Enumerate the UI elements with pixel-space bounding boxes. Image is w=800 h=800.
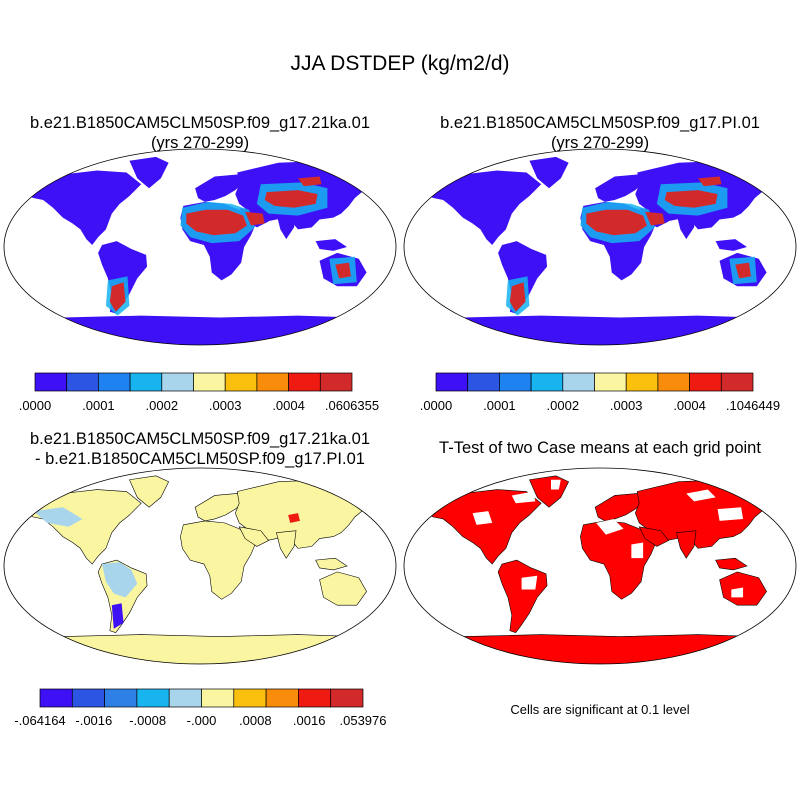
difference-hotspot	[288, 513, 300, 523]
panel-difference-title-line1: b.e21.B1850CAM5CLM50SP.f09_g17.21ka.01	[29, 430, 371, 448]
panel-case2-map	[403, 148, 797, 346]
colorbar-tick-label: .1046449	[726, 398, 780, 413]
colorbar-tick-label: .0008	[239, 713, 272, 728]
colorbar-swatch	[689, 372, 722, 392]
colorbar-tick-label: -.064164	[14, 713, 65, 728]
colorbar-swatch	[193, 372, 226, 392]
colorbar-swatch	[224, 372, 258, 392]
colorbar-swatch	[625, 372, 659, 392]
colorbar-swatch	[201, 688, 235, 708]
significance-note: Cells are significant at 0.1 level	[510, 702, 690, 717]
colorbar-swatch	[319, 372, 353, 392]
colorbar-swatch	[594, 372, 627, 392]
figure-title: JJA DSTDEP (kg/m2/d)	[290, 52, 510, 75]
colorbar-swatch	[288, 372, 321, 392]
colorbar-tick-label: .0002	[547, 398, 580, 413]
colorbar-swatch	[104, 688, 138, 708]
colorbar-tick-label: .0606355	[325, 398, 379, 413]
panel-case2-title-line2: (yrs 270-299)	[550, 134, 650, 152]
panel-difference-map	[3, 467, 397, 665]
difference-negative-americas	[33, 507, 138, 598]
colorbar-tick-label: .0003	[209, 398, 242, 413]
colorbar-case1: .0000 .0001 .0002 .0003 .0004 .0606355	[19, 372, 379, 413]
panel-ttest-title: T-Test of two Case means at each grid po…	[400, 438, 800, 458]
colorbar-tick-label: .0003	[610, 398, 643, 413]
colorbar-swatch	[265, 688, 299, 708]
colorbar-tick-label: .0001	[82, 398, 115, 413]
colorbar-swatch	[34, 372, 68, 392]
colorbar-tick-label: .053976	[340, 713, 387, 728]
panel-case1-title-line1: b.e21.B1850CAM5CLM50SP.f09_g17.21ka.01	[29, 114, 371, 132]
colorbar-tick-label: .0002	[146, 398, 179, 413]
colorbar-tick-label: .0016	[293, 713, 326, 728]
panel-case2-title: b.e21.B1850CAM5CLM50SP.f09_g17.PI.01 (yr…	[400, 113, 800, 153]
colorbar-swatch	[435, 372, 469, 392]
panel-case2-title-line1: b.e21.B1850CAM5CLM50SP.f09_g17.PI.01	[440, 114, 760, 132]
colorbar-tick-label: .0004	[673, 398, 706, 413]
colorbar-swatch	[136, 688, 170, 708]
colorbar-tick-label: .0004	[272, 398, 305, 413]
colorbar-tick-label: -.0016	[75, 713, 112, 728]
panel-ttest-title-line1: T-Test of two Case means at each grid po…	[439, 439, 761, 457]
colorbar-swatch	[129, 372, 163, 392]
colorbar-swatch	[39, 688, 73, 708]
colorbar-swatch	[467, 372, 500, 392]
colorbar-tick-label: -.0008	[129, 713, 166, 728]
panel-case1-title: b.e21.B1850CAM5CLM50SP.f09_g17.21ka.01 (…	[0, 113, 400, 153]
colorbar-swatch	[233, 688, 267, 708]
colorbar-difference: -.064164 -.0016 -.0008 -.000 .0008 .0016 .0539…	[14, 688, 387, 728]
colorbar-swatch	[256, 372, 289, 392]
colorbar-swatch	[168, 688, 202, 708]
colorbar-swatch	[499, 372, 532, 392]
difference-patagonia	[111, 603, 124, 629]
colorbar-swatch	[330, 688, 364, 708]
colorbar-tick-label: .0000	[19, 398, 52, 413]
colorbar-swatch	[66, 372, 99, 392]
panel-ttest-map	[403, 467, 797, 665]
colorbar-swatch	[298, 688, 332, 708]
colorbar-swatch	[71, 688, 105, 708]
panel-case1-map	[3, 148, 397, 346]
panel-case1-title-line2: (yrs 270-299)	[150, 134, 250, 152]
colorbar-case2: .0000 .0001 .0002 .0003 .0004 .1046449	[420, 372, 780, 413]
colorbar-tick-label: .0001	[483, 398, 516, 413]
colorbar-swatch	[562, 372, 595, 392]
colorbar-swatch	[657, 372, 690, 392]
colorbar-tick-label: -.000	[187, 713, 217, 728]
colorbar-swatch	[161, 372, 194, 392]
colorbar-swatch	[98, 372, 131, 392]
colorbar-swatch	[720, 372, 754, 392]
colorbar-tick-label: .0000	[420, 398, 453, 413]
panel-difference-title: b.e21.B1850CAM5CLM50SP.f09_g17.21ka.01 -…	[0, 429, 400, 469]
panel-difference-title-line2: - b.e21.B1850CAM5CLM50SP.f09_g17.PI.01	[35, 450, 365, 468]
colorbar-swatch	[530, 372, 564, 392]
